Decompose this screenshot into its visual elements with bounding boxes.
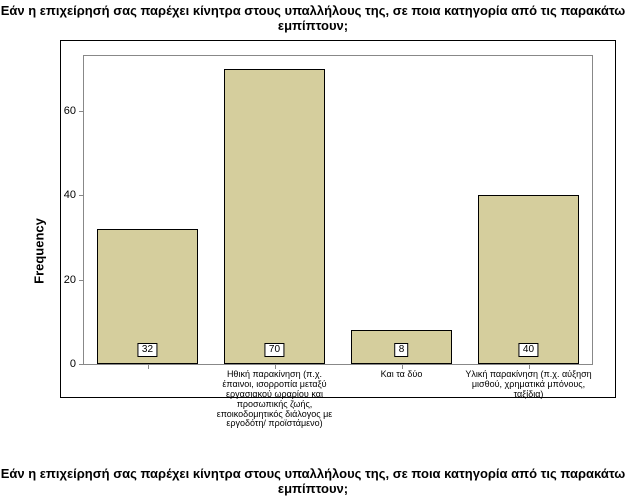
ytick-label: 0 (70, 358, 76, 370)
ytick-label: 20 (64, 274, 76, 286)
plot-outer-frame: 02040603270Ηθική παρακίνηση (π.χ. έπαινο… (60, 40, 616, 398)
xtick-label: Υλική παρακίνηση (π.χ. αύξηση μισθού, χρ… (465, 370, 593, 400)
bar-value-label: 40 (519, 343, 538, 357)
ytick-mark (79, 111, 84, 112)
plot-area: 02040603270Ηθική παρακίνηση (π.χ. έπαινο… (83, 55, 593, 365)
bar: 40 (478, 195, 580, 364)
chart-title-top: Εάν η επιχείρησή σας παρέχει κίνητρα στο… (0, 4, 626, 34)
bar: 8 (351, 330, 453, 364)
bar-value-label: 8 (395, 343, 409, 357)
x-axis-label: Εάν η επιχείρησή σας παρέχει κίνητρα στο… (0, 467, 626, 497)
bar: 32 (97, 229, 199, 364)
bar-value-label: 32 (138, 343, 157, 357)
bar: 70 (224, 69, 326, 364)
ytick-label: 60 (64, 105, 76, 117)
xtick-label: Ηθική παρακίνηση (π.χ. έπαινοι, ισορροπί… (211, 370, 339, 429)
bar-value-label: 70 (265, 343, 284, 357)
ytick-mark (79, 195, 84, 196)
ytick-label: 40 (64, 189, 76, 201)
chart-container: Εάν η επιχείρησή σας παρέχει κίνητρα στο… (0, 0, 626, 501)
ytick-mark (79, 280, 84, 281)
ytick-mark (79, 364, 84, 365)
xtick-label: Και τα δύο (338, 370, 466, 380)
y-axis-label: Frequency (31, 218, 46, 284)
xtick-mark (148, 364, 149, 369)
